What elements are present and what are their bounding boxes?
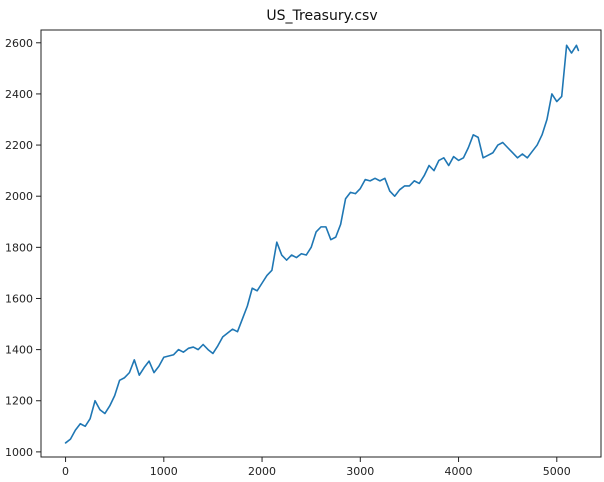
y-tick-label: 1000	[5, 446, 33, 459]
x-tick-label: 0	[62, 465, 69, 478]
x-tick-label: 5000	[543, 465, 571, 478]
y-tick-label: 1600	[5, 292, 33, 305]
plot-area	[40, 29, 602, 458]
y-tick-label: 1400	[5, 344, 33, 357]
series-line	[64, 44, 580, 444]
x-tick-label: 1000	[150, 465, 178, 478]
chart-title: US_Treasury.csv	[266, 8, 377, 24]
x-tick-label: 4000	[445, 465, 473, 478]
y-tick-label: 1200	[5, 395, 33, 408]
y-tick-label: 2400	[5, 88, 33, 101]
y-tick-label: 1800	[5, 241, 33, 254]
x-tick-label: 2000	[248, 465, 276, 478]
x-tick-label: 3000	[346, 465, 374, 478]
y-tick-label: 2600	[5, 37, 33, 50]
y-tick-label: 2200	[5, 139, 33, 152]
y-tick-label: 2000	[5, 190, 33, 203]
